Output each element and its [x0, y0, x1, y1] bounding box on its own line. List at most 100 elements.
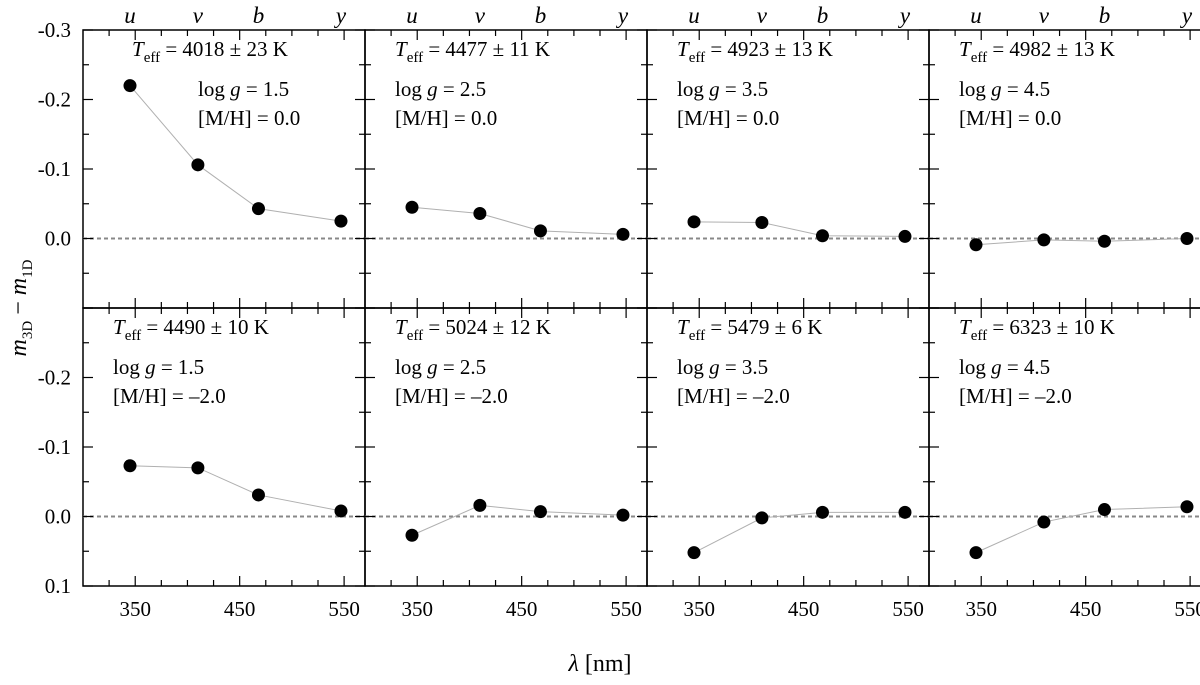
x-tick-label: 450: [1070, 597, 1102, 621]
band-label: v: [193, 3, 204, 28]
band-label: y: [334, 3, 347, 28]
band-label: u: [688, 3, 700, 28]
data-point: [473, 206, 487, 220]
x-tick-label: 450: [224, 597, 256, 621]
teff-annotation: Teff = 4490 ± 10 K: [113, 315, 269, 344]
panel-frame: [646, 307, 930, 587]
teff-annotation: Teff = 4018 ± 23 K: [132, 37, 288, 66]
data-point: [1097, 234, 1111, 248]
logg-annotation: log g = 2.5: [395, 77, 486, 101]
band-label: v: [757, 3, 768, 28]
x-tick-label: 350: [683, 597, 715, 621]
data-point: [123, 79, 137, 93]
x-tick-label: 550: [892, 597, 924, 621]
panel: 350 450 550 -0.2 -0.1 0.0 0.1 Teff = 4490 ± 10 …: [38, 307, 366, 621]
logg-annotation: log g = 1.5: [113, 355, 204, 379]
data-point: [251, 202, 265, 216]
series-line: [693, 511, 905, 554]
panel: 350 450 550 Teff = 6323 ± 10 K log g = 4.5 [M…: [928, 307, 1200, 621]
band-label: u: [406, 3, 418, 28]
data-point: [755, 216, 769, 230]
y-axis-title: m3D − m1D: [6, 259, 36, 356]
data-point: [1037, 515, 1051, 529]
y-tick-label: 0.0: [45, 505, 71, 529]
series-line: [693, 221, 905, 237]
data-point: [616, 227, 630, 241]
panels-group: u v b y -0.3 -0.2 -0.1 0.0 Teff = 4018 ± 23 K log…: [38, 3, 1200, 621]
x-tick-label: 350: [119, 597, 151, 621]
y-tick-label: 0.0: [45, 227, 71, 251]
data-point: [405, 528, 419, 542]
data-point: [251, 488, 265, 502]
panel-frame: [82, 307, 366, 587]
teff-annotation: Teff = 4982 ± 13 K: [959, 37, 1115, 66]
x-tick-label: 450: [788, 597, 820, 621]
data-point: [898, 505, 912, 519]
data-point: [1180, 232, 1194, 245]
series-line: [411, 206, 623, 235]
logg-annotation: log g = 3.5: [677, 355, 768, 379]
panel-frame: [364, 29, 648, 309]
band-label: u: [124, 3, 136, 28]
band-label: b: [253, 3, 265, 28]
data-point: [334, 504, 348, 518]
data-point: [334, 214, 348, 228]
panel-frame: [646, 29, 930, 309]
logg-annotation: log g = 3.5: [677, 77, 768, 101]
logg-annotation: log g = 2.5: [395, 355, 486, 379]
metallicity-annotation: [M/H] = –2.0: [395, 384, 508, 408]
metallicity-annotation: [M/H] = –2.0: [113, 384, 226, 408]
x-tick-label: 350: [965, 597, 997, 621]
logg-annotation: log g = 4.5: [959, 355, 1050, 379]
data-point: [898, 229, 912, 243]
teff-annotation: Teff = 5479 ± 6 K: [677, 315, 822, 344]
band-label: v: [1039, 3, 1050, 28]
metallicity-annotation: [M/H] = 0.0: [959, 106, 1061, 130]
teff-annotation: Teff = 6323 ± 10 K: [959, 315, 1115, 344]
x-tick-label: 550: [610, 597, 642, 621]
x-tick-label: 350: [401, 597, 433, 621]
series-line: [975, 506, 1187, 554]
data-point: [191, 158, 205, 172]
band-label: y: [1180, 3, 1193, 28]
logg-annotation: log g = 1.5: [198, 77, 289, 101]
band-label: b: [817, 3, 829, 28]
panel: u v b y Teff = 4923 ± 13 K log g = 3.5 [M/H] =…: [646, 3, 930, 309]
y-tick-label: -0.3: [38, 18, 71, 42]
x-axis-title: λ [nm]: [567, 651, 631, 677]
metallicity-annotation: [M/H] = –2.0: [959, 384, 1072, 408]
metallicity-annotation: [M/H] = 0.0: [677, 106, 779, 130]
data-point: [616, 508, 630, 522]
teff-annotation: Teff = 4477 ± 11 K: [395, 37, 550, 66]
metallicity-annotation: [M/H] = 0.0: [198, 106, 300, 130]
data-point: [687, 546, 701, 560]
data-point: [969, 546, 983, 560]
series-line: [129, 465, 342, 512]
data-point: [123, 459, 137, 473]
metallicity-annotation: [M/H] = –2.0: [677, 384, 790, 408]
data-point: [1097, 503, 1111, 517]
panel-frame: [364, 307, 648, 587]
y-tick-label: -0.2: [38, 366, 71, 390]
panel: u v b y -0.3 -0.2 -0.1 0.0 Teff = 4018 ± 23 K log…: [38, 3, 366, 309]
panel-frame: [928, 29, 1200, 309]
band-label: b: [1099, 3, 1111, 28]
y-tick-label: -0.1: [38, 435, 71, 459]
data-point: [1180, 500, 1194, 514]
series-line: [129, 85, 342, 222]
data-point: [687, 215, 701, 229]
x-tick-label: 550: [1174, 597, 1200, 621]
data-point: [815, 505, 829, 519]
x-tick-label: 450: [506, 597, 538, 621]
data-point: [533, 505, 547, 519]
panel: 350 450 550 Teff = 5024 ± 12 K log g = 2.5 [M…: [364, 307, 648, 621]
data-point: [191, 461, 205, 475]
band-label: y: [616, 3, 629, 28]
data-point: [969, 238, 983, 252]
metallicity-annotation: [M/H] = 0.0: [395, 106, 497, 130]
band-label: b: [535, 3, 547, 28]
y-tick-label: 0.1: [45, 574, 71, 598]
band-label: u: [970, 3, 982, 28]
